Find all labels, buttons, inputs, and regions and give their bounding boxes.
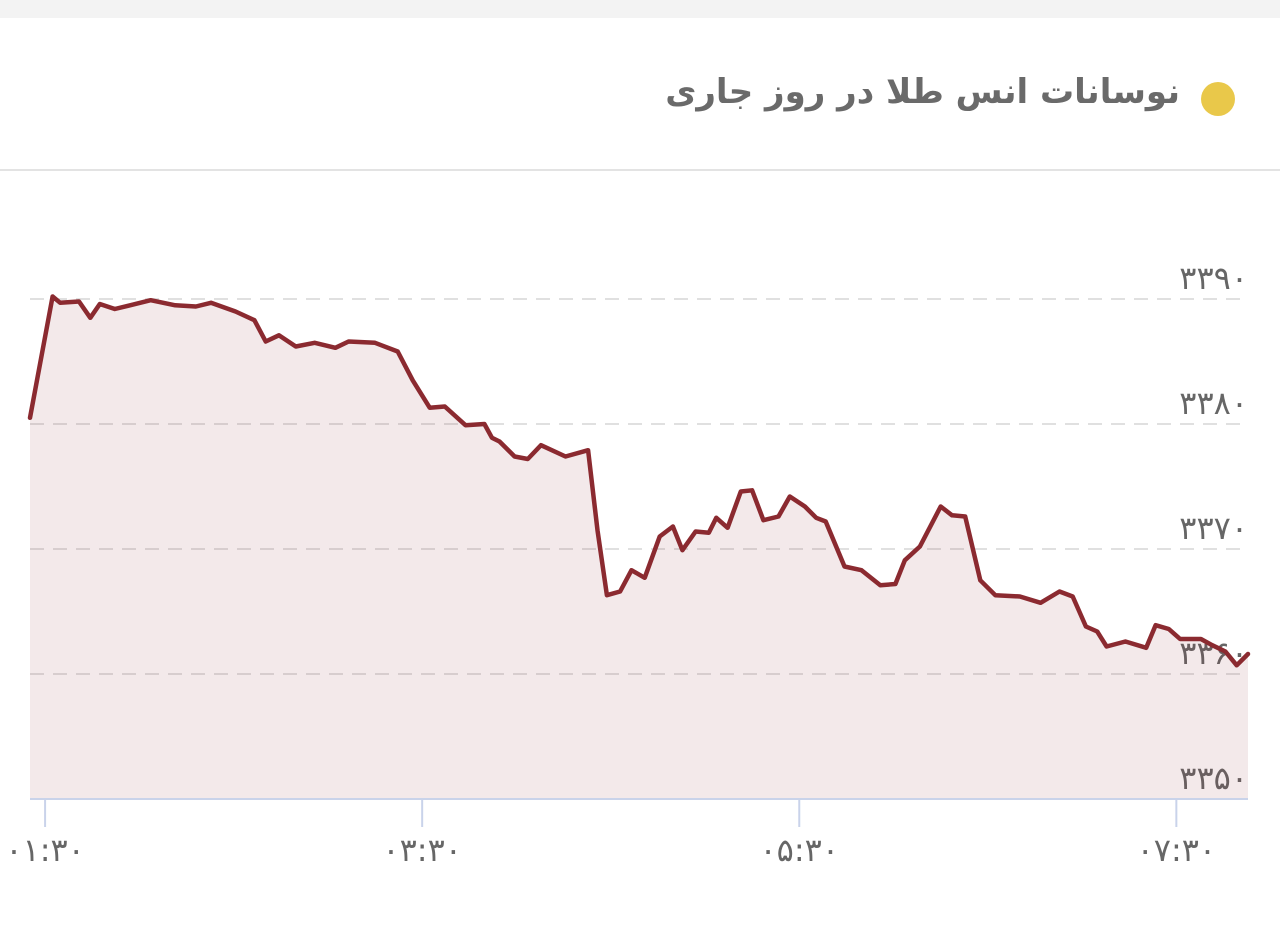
line <box>27 294 1251 668</box>
chart-title: نوسانات انس طلا در روز جاری <box>665 72 1180 112</box>
x-tick-label: ۰۷:۳۰ <box>1137 831 1217 869</box>
x-tick-label: ۰۳:۳۰ <box>382 831 462 869</box>
y-tick-label: ۳۳۸۰ <box>1179 384 1248 422</box>
area <box>30 296 1248 799</box>
separator <box>0 169 1280 171</box>
legend-dot <box>1201 82 1235 116</box>
y-tick-label: ۳۳۹۰ <box>1179 259 1248 297</box>
y-tick-label: ۳۳۷۰ <box>1179 509 1248 547</box>
x-tick-label: ۰۵:۳۰ <box>759 831 839 869</box>
x-tick-label: ۰۱:۳۰ <box>5 831 85 869</box>
top-bar <box>0 0 1280 18</box>
y-tick-label: ۳۳۵۰ <box>1179 759 1248 797</box>
